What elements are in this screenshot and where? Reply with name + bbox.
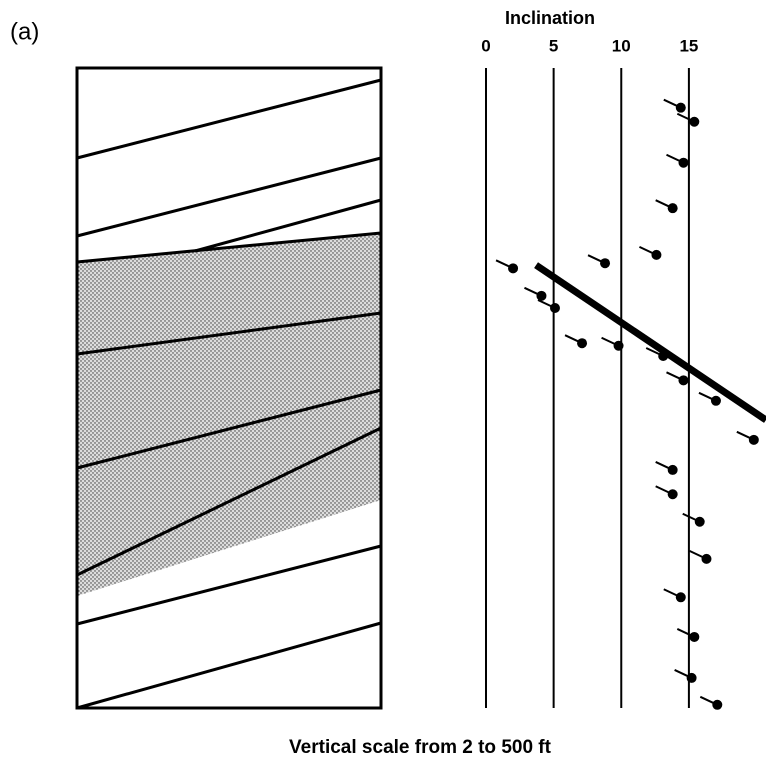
x-tick-label: 0 [481,36,490,55]
tadpole [577,338,588,349]
tadpole [686,672,697,683]
tadpole [678,157,689,168]
tadpole [689,631,700,642]
tadpole [689,116,700,127]
tadpole [667,203,678,214]
tadpole [694,516,705,527]
tadpole [536,290,547,301]
panel-label: (a) [10,18,39,45]
block-diagram [75,66,383,710]
tadpole [549,303,560,313]
tadpole [667,464,678,475]
tadpole [675,102,686,113]
tadpole [712,699,723,710]
tadpole [678,375,689,386]
x-tick-label: 10 [612,36,631,55]
x-tick-label: 5 [549,36,558,55]
trend-line [534,262,766,423]
tadpole [748,434,759,445]
chart-title: Inclination [505,8,595,28]
tadpole [600,258,611,269]
tadpole [675,592,686,603]
tadpole [701,553,712,564]
x-tick-label: 15 [679,36,698,55]
tadpole [613,340,624,351]
tadpole [508,263,519,274]
tadpole [651,249,662,260]
caption: Vertical scale from 2 to 500 ft [289,737,552,758]
tadpole [667,489,678,500]
tadpole [710,395,721,406]
